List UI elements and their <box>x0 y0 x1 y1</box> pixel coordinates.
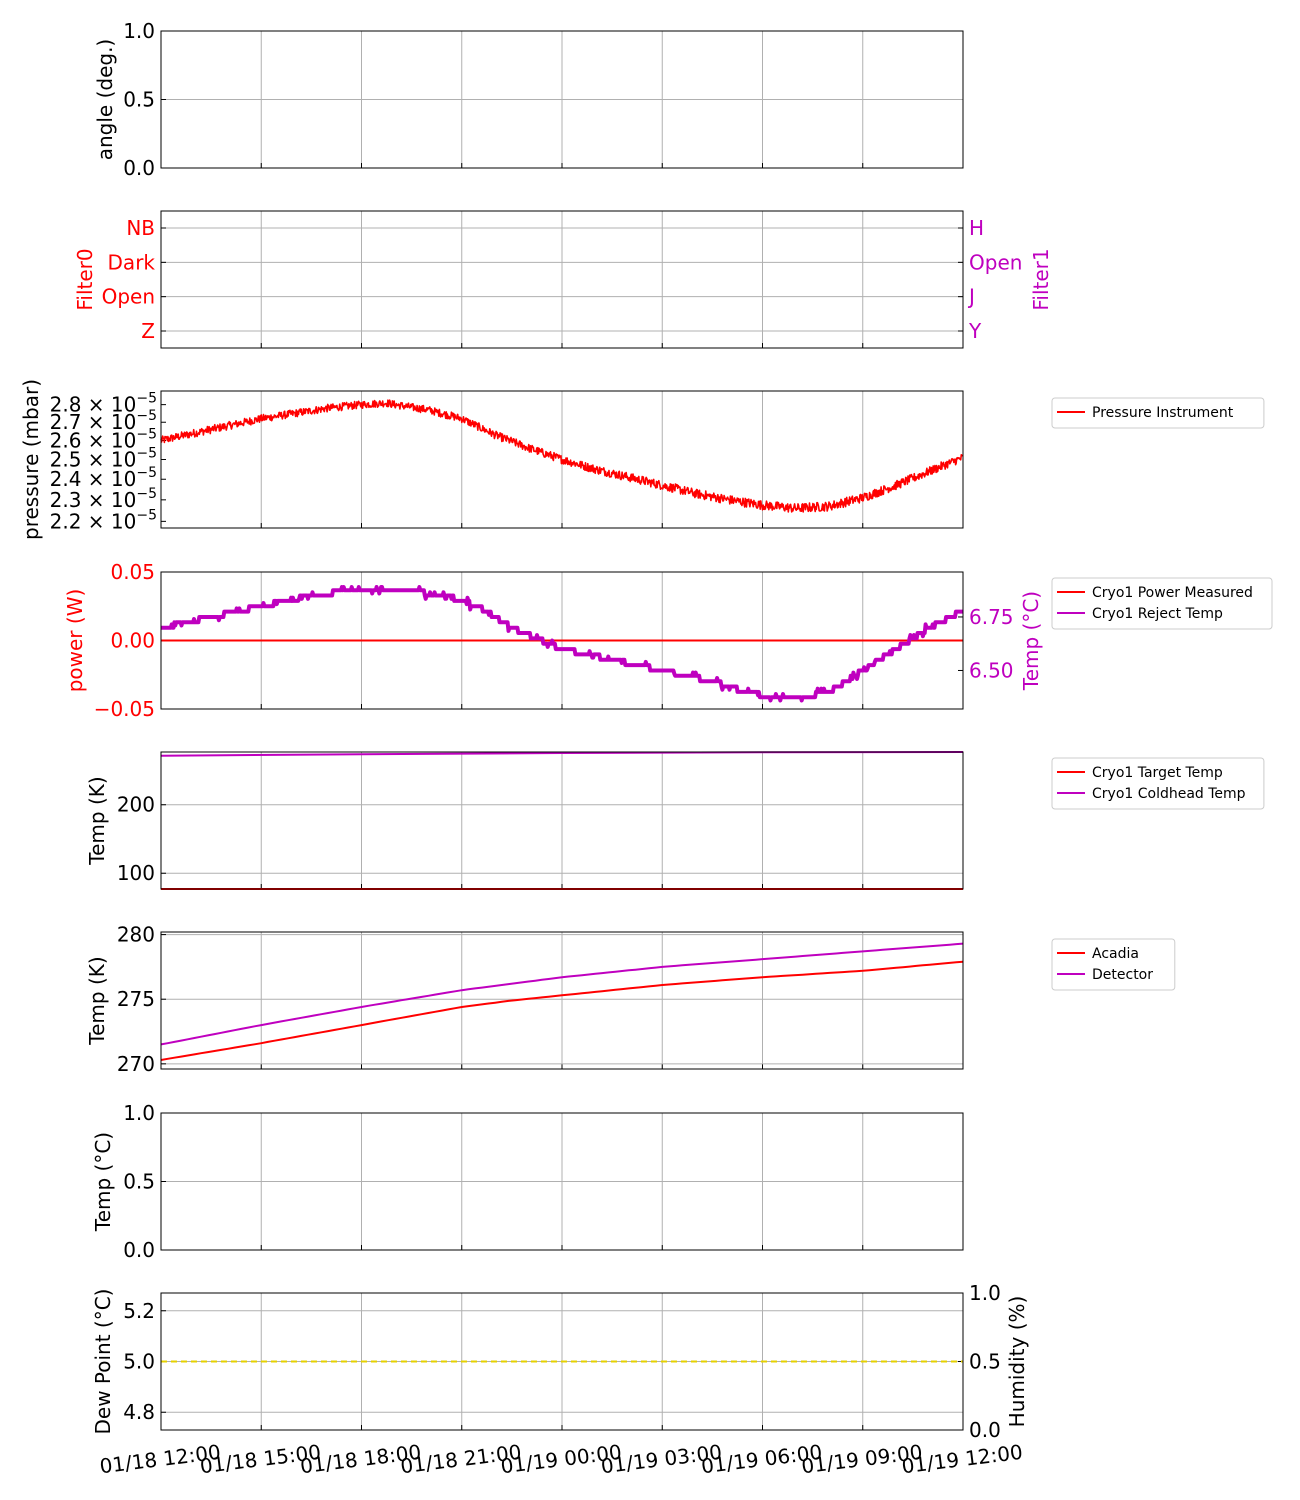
y-tick-label: 0.0 <box>123 156 155 180</box>
y-tick-label: 2.6 × 10−5 <box>50 427 157 453</box>
y-tick-label: 2.4 × 10−5 <box>50 465 157 491</box>
y-tick-label-right: 0.5 <box>969 1350 1001 1374</box>
y-tick-label: 2.8 × 10−5 <box>50 391 157 417</box>
y-tick-label-right: Open <box>969 250 1022 274</box>
legend-box <box>1051 938 1176 991</box>
y-tick-label: 2.5 × 10−5 <box>50 445 157 471</box>
y-tick-label: 0.05 <box>110 560 155 584</box>
axes-frame <box>160 210 964 349</box>
y-tick-label: 0.5 <box>123 88 155 112</box>
legend-box <box>1051 397 1265 429</box>
axes-frame <box>160 931 964 1070</box>
panel-7: 0.0 0.5 1.0 Temp (°C) <box>91 1101 964 1262</box>
legend-label: Cryo1 Coldhead Temp <box>1092 786 1246 802</box>
panel-4: −0.05 0.00 0.05 6.50 6.75 power (W) Temp (°C) C… <box>63 560 1273 721</box>
y-axis-label-temp-c: Temp (°C) <box>91 1132 115 1232</box>
panel-6: 270 275 280 Temp (K) Acadia Detector <box>85 923 1176 1076</box>
y-tick-label: 5.2 <box>123 1299 155 1323</box>
y-tick-label-right: 6.75 <box>969 605 1014 629</box>
y-tick-label-right: 0.0 <box>969 1418 1001 1442</box>
y-tick-label: 1.0 <box>123 1101 155 1125</box>
y-tick-label: 0.0 <box>123 1238 155 1262</box>
y-tick-label: 280 <box>117 923 155 947</box>
panel-5: 100 200 Temp (K) Cryo1 Target Temp Cryo1 Col… <box>85 751 1265 890</box>
y-tick-label: −0.05 <box>94 697 155 721</box>
y-axis-label-filter1: Filter1 <box>1029 248 1053 310</box>
y-axis-label-power: power (W) <box>63 589 87 693</box>
y-tick-label-right: 6.50 <box>969 658 1014 682</box>
y-tick-label: 0.00 <box>110 629 155 653</box>
legend-label: Cryo1 Target Temp <box>1092 765 1223 781</box>
axes-frame <box>160 30 964 169</box>
y-axis-label-angle: angle (deg.) <box>93 39 117 161</box>
y-tick-label-right: J <box>967 285 975 309</box>
y-tick-label: 2.3 × 10−5 <box>50 486 157 512</box>
y-tick-label: 275 <box>117 987 155 1011</box>
y-tick-label: NB <box>126 216 155 240</box>
panel-2: Z Y Open J Dark Open NB H Filter0 Filter1 <box>73 210 1053 349</box>
y-tick-label-right: H <box>969 216 984 240</box>
y-axis-label-pressure: pressure (mbar) <box>19 379 43 540</box>
series-acadia <box>160 960 964 1061</box>
y-axis-label-reject-temp: Temp (°C) <box>1019 591 1043 691</box>
legend-label: Acadia <box>1092 946 1139 962</box>
panel-3: 2.2 × 10−52.3 × 10−52.4 × 10−52.5 × 10−5… <box>19 379 1265 540</box>
y-tick-label-right: Y <box>968 319 982 343</box>
legend-label: Detector <box>1092 967 1153 983</box>
y-tick-label: Dark <box>108 250 156 274</box>
y-tick-label: 5.0 <box>123 1350 155 1374</box>
y-axis-label-acadia-temp: Temp (K) <box>85 956 109 1045</box>
y-axis-label-filter0: Filter0 <box>73 248 97 310</box>
legend: Cryo1 Power Measured Cryo1 Reject Temp <box>1051 577 1273 630</box>
y-tick-label: 4.8 <box>123 1400 155 1424</box>
y-tick-label: 2.2 × 10−5 <box>50 507 157 533</box>
legend: Cryo1 Target Temp Cryo1 Coldhead Temp <box>1051 757 1265 810</box>
legend: Acadia Detector <box>1051 938 1176 991</box>
y-tick-label: 270 <box>117 1052 155 1076</box>
legend: Pressure Instrument <box>1051 397 1265 429</box>
axes-frame <box>160 751 964 890</box>
y-tick-label: 0.5 <box>123 1170 155 1194</box>
panel-8: 4.8 5.0 5.2 0.0 0.5 1.0 Dew Point (°C) Humidity… <box>91 1281 1029 1442</box>
axes-frame <box>160 1292 964 1431</box>
y-tick-label: Z <box>141 319 155 343</box>
series-pressure-instrument <box>160 399 964 513</box>
axes-frame <box>160 1112 964 1251</box>
y-tick-label: 1.0 <box>123 19 155 43</box>
legend-box <box>1051 577 1273 630</box>
axes-frame <box>160 571 964 710</box>
y-tick-label-right: 1.0 <box>969 1281 1001 1305</box>
y-tick-label: Open <box>102 285 155 309</box>
legend-box <box>1051 757 1265 810</box>
legend-label: Pressure Instrument <box>1092 405 1234 421</box>
y-tick-label: 2.7 × 10−5 <box>50 408 157 434</box>
y-axis-label-dew-point: Dew Point (°C) <box>91 1288 115 1434</box>
legend-label: Cryo1 Reject Temp <box>1092 606 1223 622</box>
axes-frame <box>160 390 964 529</box>
legend-label: Cryo1 Power Measured <box>1092 585 1253 601</box>
y-axis-label-humidity: Humidity (%) <box>1005 1296 1029 1428</box>
y-axis-label-cryo-temp: Temp (K) <box>85 776 109 865</box>
y-tick-label: 200 <box>117 793 155 817</box>
series-detector <box>160 942 964 1046</box>
y-tick-label: 100 <box>117 861 155 885</box>
series-cryo1-reject-temp <box>159 585 965 703</box>
